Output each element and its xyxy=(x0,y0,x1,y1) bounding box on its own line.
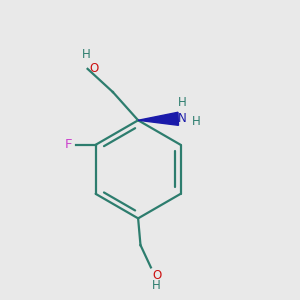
Text: H: H xyxy=(152,279,161,292)
Text: O: O xyxy=(152,269,162,282)
Text: H: H xyxy=(192,115,200,128)
Text: H: H xyxy=(177,96,186,109)
Text: N: N xyxy=(177,112,186,125)
Polygon shape xyxy=(138,112,178,125)
Text: F: F xyxy=(64,138,72,151)
Text: H: H xyxy=(82,48,91,62)
Text: O: O xyxy=(89,62,98,75)
